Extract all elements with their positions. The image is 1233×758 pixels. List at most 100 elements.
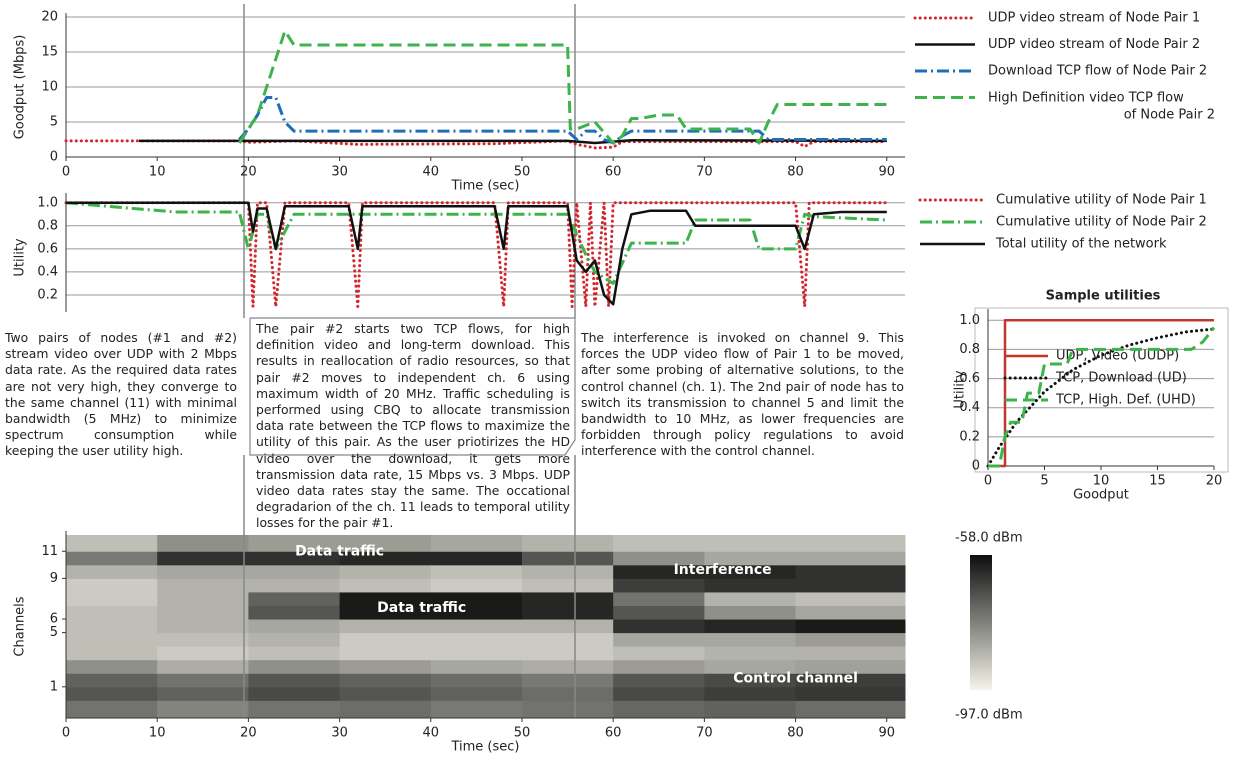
heatmap-cell: [431, 673, 523, 687]
legend-label-line: High Definition video TCP flow: [988, 90, 1188, 105]
heatmap-cell: [704, 535, 796, 552]
heatmap-cell: [66, 700, 158, 718]
y-tick-label: 15: [41, 45, 58, 60]
y-axis-label: Utility: [13, 238, 28, 277]
heatmap-cell: [613, 619, 705, 633]
heatmap-cell: [431, 660, 523, 674]
legend-label: Total utility of the network: [995, 237, 1167, 252]
heatmap-cell: [340, 700, 432, 718]
heatmap-cell: [522, 535, 614, 552]
y-tick-label: 0.2: [37, 287, 58, 302]
heatmap-cell: [431, 565, 523, 579]
heatmap-cell: [157, 660, 249, 674]
heatmap-cell: [66, 619, 158, 633]
heatmap-cell: [704, 578, 796, 592]
heatmap-cell: [522, 700, 614, 718]
heatmap-cell: [157, 592, 249, 606]
y-axis-label: Channels: [13, 596, 28, 656]
heatmap-cell: [248, 673, 340, 687]
legend-label: TCP, Download (UD): [1055, 371, 1187, 386]
heatmap-cell: [613, 592, 705, 606]
x-tick-label: 10: [149, 165, 166, 180]
colorbar-label: -58.0 dBm: [955, 531, 1023, 546]
y-tick-label: 0.2: [959, 429, 980, 444]
x-axis-label: Time (sec): [450, 740, 519, 755]
note: The pair #2 starts two TCP flows, for hi…: [256, 321, 570, 532]
x-tick-label: 40: [423, 165, 440, 180]
x-tick-label: 50: [514, 726, 531, 741]
heatmap-cell: [340, 619, 432, 633]
heatmap-cell: [431, 646, 523, 660]
y-tick-label: 0.8: [959, 342, 980, 357]
heatmap-cell: [522, 646, 614, 660]
y-tick-label: 10: [41, 80, 58, 95]
x-tick-label: 20: [1206, 474, 1223, 489]
heatmap-cell: [157, 673, 249, 687]
legend-label: TCP, High. Def. (UHD): [1055, 393, 1196, 408]
x-tick-label: 90: [878, 726, 895, 741]
legend-label-line: of Node Pair 2: [1124, 107, 1215, 122]
heatmap-cell: [522, 687, 614, 701]
heatmap-cell: [522, 565, 614, 579]
legend-label: Cumulative utility of Node Pair 1: [996, 193, 1207, 208]
annotation: Interference: [674, 562, 772, 578]
heatmap-cell: [522, 605, 614, 619]
y-tick-label: 0: [50, 150, 58, 165]
heatmap-cell: [796, 592, 906, 606]
heatmap-cell: [157, 646, 249, 660]
y-tick-label: 6: [50, 612, 58, 627]
x-tick-label: 0: [62, 726, 70, 741]
x-tick-label: 60: [605, 165, 622, 180]
heatmap-cell: [157, 535, 249, 552]
x-axis-label: Time (sec): [450, 179, 519, 194]
heatmap-cell: [431, 687, 523, 701]
heatmap-cell: [66, 660, 158, 674]
series-line: [66, 203, 887, 304]
heatmap-cells: [66, 535, 906, 719]
heatmap-cell: [340, 633, 432, 647]
heatmap-cell: [66, 605, 158, 619]
heatmap-cell: [66, 565, 158, 579]
colorbar-label: -97.0 dBm: [955, 708, 1023, 723]
heatmap-cell: [248, 660, 340, 674]
y-tick-label: 1.0: [37, 195, 58, 210]
heatmap-cell: [66, 578, 158, 592]
heatmap-cell: [522, 619, 614, 633]
y-tick-label: 0.8: [37, 218, 58, 233]
heatmap-cell: [522, 551, 614, 565]
heatmap-cell: [704, 700, 796, 718]
heatmap-cell: [431, 700, 523, 718]
heatmap-cell: [796, 700, 906, 718]
heatmap-cell: [704, 633, 796, 647]
heatmap-cell: [66, 535, 158, 552]
heatmap-cell: [157, 687, 249, 701]
heatmap-cell: [704, 619, 796, 633]
x-tick-label: 10: [149, 726, 166, 741]
annotation: Data traffic: [377, 600, 466, 616]
legend-label: Cumulative utility of Node Pair 2: [996, 215, 1207, 230]
heatmap-cell: [613, 673, 705, 687]
y-tick-label: 0.6: [37, 241, 58, 256]
heatmap-cell: [340, 565, 432, 579]
heatmap-cell: [157, 619, 249, 633]
heatmap-cell: [522, 592, 614, 606]
x-tick-label: 10: [1093, 474, 1110, 489]
x-tick-label: 50: [514, 165, 531, 180]
heatmap-cell: [157, 605, 249, 619]
heatmap-cell: [157, 700, 249, 718]
heatmap-cell: [704, 646, 796, 660]
heatmap-cell: [248, 578, 340, 592]
heatmap-cell: [613, 535, 705, 552]
heatmap-cell: [796, 646, 906, 660]
heatmap-cell: [157, 633, 249, 647]
note: Two pairs of nodes (#1 and #2) stream vi…: [5, 330, 237, 460]
heatmap-cell: [66, 673, 158, 687]
x-tick-label: 30: [331, 165, 348, 180]
x-tick-label: 60: [605, 726, 622, 741]
heatmap-cell: [157, 565, 249, 579]
heatmap-cell: [66, 633, 158, 647]
y-axis-label: Utility: [953, 370, 968, 409]
x-tick-label: 0: [62, 165, 70, 180]
heatmap-cell: [796, 619, 906, 633]
series-line: [66, 203, 887, 284]
